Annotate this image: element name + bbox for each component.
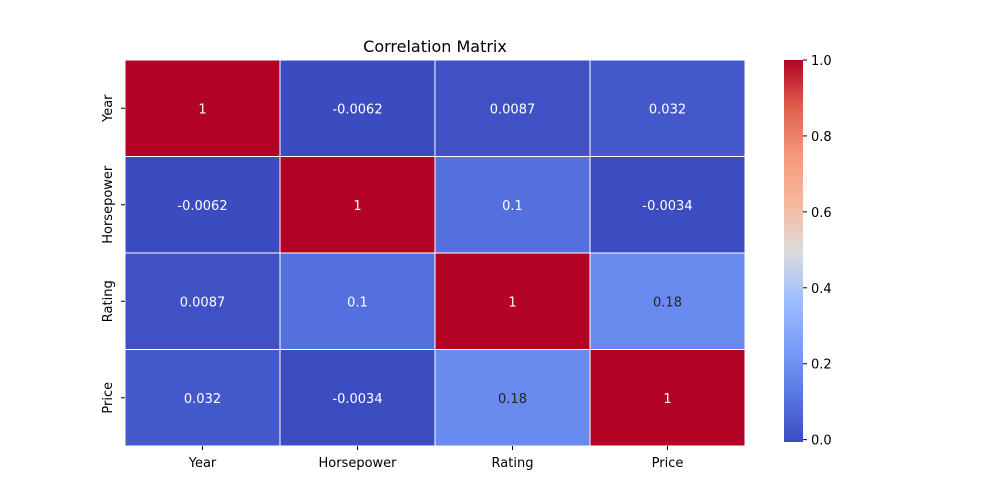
- heatmap-cell: [124, 59, 281, 157]
- heatmap-cell: [279, 156, 436, 254]
- colorbar-tick-label: 0.8: [811, 130, 832, 145]
- colorbar-tick-label: 0.2: [811, 358, 832, 373]
- heatmap-cell: [589, 59, 746, 157]
- heatmap-cell-value: 0.0087: [180, 295, 226, 310]
- heatmap-cell: [124, 349, 281, 447]
- heatmap-cell-value: 0.1: [347, 295, 368, 310]
- heatmap-cell-value: -0.0062: [177, 199, 227, 214]
- x-tick-label: Horsepower: [318, 456, 397, 471]
- heatmap-cell-value: 0.032: [184, 392, 221, 407]
- chart-title: Correlation Matrix: [363, 37, 507, 56]
- heatmap-cell: [279, 349, 436, 447]
- y-axis: Year Horsepower Rating Price: [101, 94, 125, 414]
- y-tick-label: Price: [101, 382, 116, 414]
- x-tick-label: Price: [652, 456, 684, 471]
- colorbar-tick-label: 0.6: [811, 206, 832, 221]
- y-tick-label: Rating: [101, 280, 116, 322]
- heatmap-cell: [589, 156, 746, 254]
- heatmap-cell-value: 1: [353, 199, 361, 214]
- y-tick-label: Year: [101, 94, 116, 123]
- x-axis: Year Horsepower Rating Price: [188, 446, 684, 471]
- heatmap-cell: [434, 59, 591, 157]
- heatmap-cell-value: 0.1: [502, 199, 523, 214]
- heatmap-cell-value: 1: [663, 392, 671, 407]
- heatmap-cell: [589, 349, 746, 447]
- heatmap-cell-value: -0.0034: [332, 392, 382, 407]
- heatmap-cell: [589, 252, 746, 350]
- heatmap-cells: [124, 59, 746, 447]
- heatmap-cell-value: 0.18: [498, 392, 527, 407]
- heatmap-cell: [434, 349, 591, 447]
- heatmap-cell-value: 1: [508, 295, 516, 310]
- colorbar-tick-label: 0.0: [811, 434, 832, 449]
- x-tick-label: Year: [188, 456, 217, 471]
- heatmap-cell-value: 0.032: [649, 102, 686, 117]
- y-tick-label: Horsepower: [101, 165, 116, 244]
- heatmap-cell-value: 0.0087: [490, 102, 536, 117]
- x-tick-label: Rating: [492, 456, 534, 471]
- heatmap-cell-value: -0.0034: [642, 199, 692, 214]
- colorbar-tick-label: 0.4: [811, 282, 832, 297]
- colorbar-gradient: [784, 60, 803, 442]
- heatmap-cell-value: 1: [198, 102, 206, 117]
- heatmap-cell-value: -0.0062: [332, 102, 382, 117]
- heatmap-cell-labels: 1 -0.0062 0.0087 0.032 -0.0062 1 0.1 -0.0034 0.0…: [177, 102, 692, 407]
- colorbar-tick-label: 1.0: [811, 54, 832, 69]
- heatmap-cell-value: 0.18: [653, 295, 682, 310]
- colorbar: 0.0 0.2 0.4 0.6 0.8 1.0: [784, 54, 832, 449]
- heatmap-cell: [279, 59, 436, 157]
- heatmap-cell: [124, 156, 281, 254]
- heatmap-cell: [279, 252, 436, 350]
